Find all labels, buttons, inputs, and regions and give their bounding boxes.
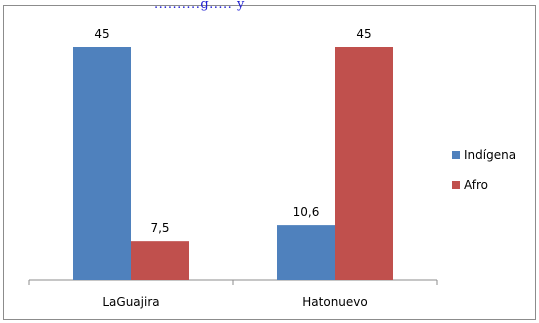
legend-label-indigena: Indígena: [464, 148, 517, 162]
bar-indigena-laguajira: [73, 47, 131, 280]
legend-item-afro: Afro: [452, 176, 516, 194]
legend: Indígena Afro: [452, 146, 516, 206]
bar-afro-hatonuevo: [335, 47, 393, 280]
data-label: 45: [356, 27, 371, 41]
data-label: 10,6: [293, 205, 320, 219]
bar-afro-laguajira: [131, 241, 189, 280]
bar-indigena-hatonuevo: [277, 225, 335, 280]
legend-swatch-afro: [452, 181, 460, 189]
data-label: 7,5: [150, 221, 169, 235]
legend-label-afro: Afro: [464, 178, 489, 192]
legend-item-indigena: Indígena: [452, 146, 516, 164]
header-fragment: ..........g..... y: [154, 0, 245, 12]
x-tick-label: Hatonuevo: [302, 295, 367, 309]
legend-swatch-indigena: [452, 151, 460, 159]
x-tick-label: LaGuajira: [102, 295, 159, 309]
data-label: 45: [94, 27, 109, 41]
